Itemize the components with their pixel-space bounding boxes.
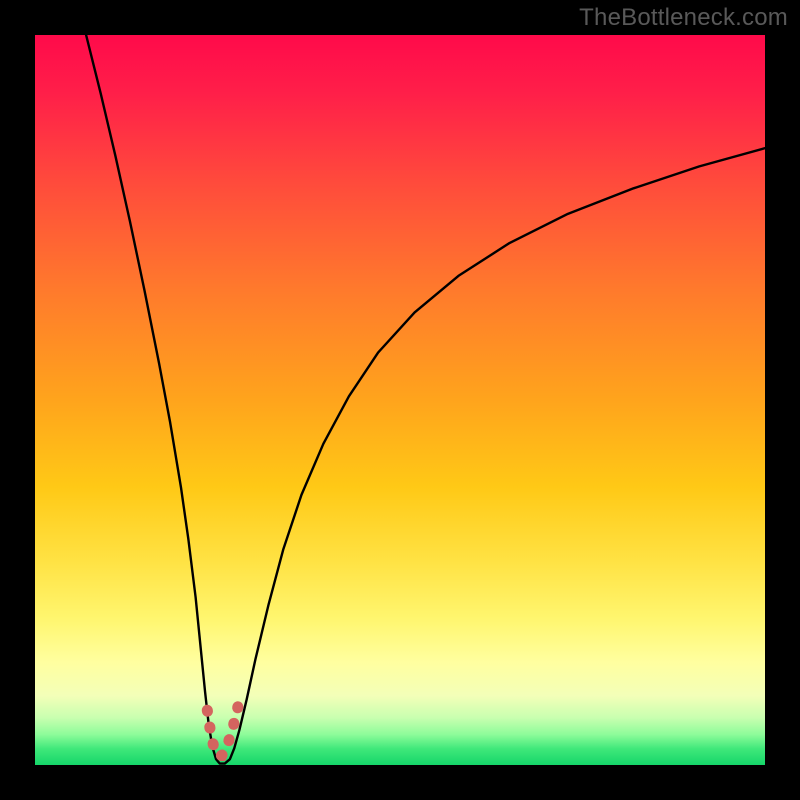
watermark-text: TheBottleneck.com bbox=[579, 4, 788, 32]
chart-background bbox=[35, 35, 765, 765]
bottleneck-chart bbox=[0, 0, 800, 800]
chart-frame: TheBottleneck.com bbox=[0, 0, 800, 800]
